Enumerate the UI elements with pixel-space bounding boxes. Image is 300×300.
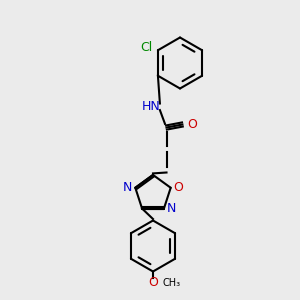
Text: N: N [167, 202, 176, 215]
Text: Cl: Cl [140, 41, 152, 54]
Text: HN: HN [142, 100, 161, 113]
Text: O: O [148, 275, 158, 289]
Text: O: O [188, 118, 197, 131]
Text: CH₃: CH₃ [163, 278, 181, 289]
Text: N: N [123, 181, 132, 194]
Text: O: O [174, 181, 184, 194]
